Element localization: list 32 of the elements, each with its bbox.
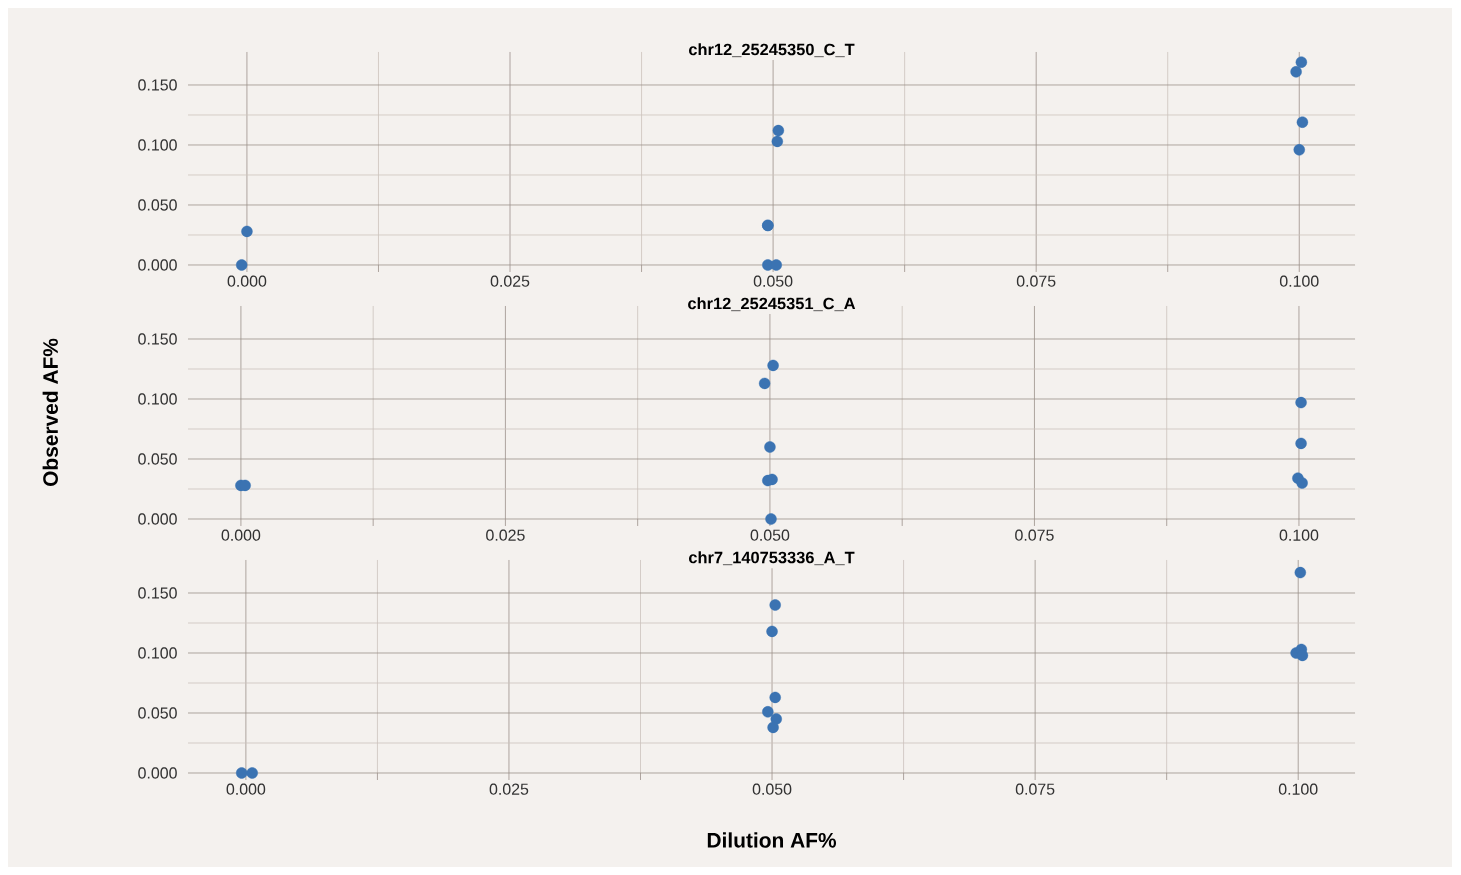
y-tick-label: 0.150 (138, 333, 177, 345)
x-tick-label: 0.100 (1279, 275, 1319, 287)
y-tick-label: 0.100 (138, 647, 177, 659)
x-tick-label: 0.100 (1278, 783, 1318, 795)
x-tick-label: 0.050 (753, 275, 793, 287)
x-tick-label: 0.025 (489, 783, 529, 795)
y-tick-label: 0.000 (138, 767, 177, 779)
x-tick-label: 0.025 (486, 529, 525, 541)
chart-title: chr12_25245351_C_A (688, 297, 856, 312)
y-tick-label: 0.050 (138, 453, 177, 465)
y-tick-label: 0.050 (138, 199, 177, 211)
y-tick-label: 0.050 (138, 707, 177, 719)
x-tick-label: 0.050 (750, 529, 790, 541)
chart-title: chr12_25245350_C_T (688, 43, 855, 58)
x-tick-label: 0.025 (490, 275, 530, 287)
y-tick-label: 0.100 (138, 393, 177, 405)
chart-title: chr7_140753336_A_T (688, 551, 855, 566)
y-tick-label: 0.000 (138, 513, 177, 525)
y-tick-label: 0.150 (138, 79, 177, 91)
x-tick-label: 0.075 (1016, 275, 1056, 287)
y-tick-label: 0.100 (138, 139, 177, 151)
x-tick-label: 0.000 (226, 783, 266, 795)
x-tick-label: 0.075 (1015, 783, 1055, 795)
y-axis-title: Observed AF% (42, 338, 58, 487)
x-tick-label: 0.050 (752, 783, 792, 795)
x-tick-label: 0.000 (221, 529, 261, 541)
y-tick-label: 0.150 (138, 587, 177, 599)
x-tick-label: 0.100 (1279, 529, 1319, 541)
x-tick-label: 0.000 (227, 275, 267, 287)
y-tick-label: 0.000 (138, 259, 177, 271)
x-tick-label: 0.075 (1015, 529, 1054, 541)
x-axis-title: Dilution AF% (707, 832, 837, 848)
